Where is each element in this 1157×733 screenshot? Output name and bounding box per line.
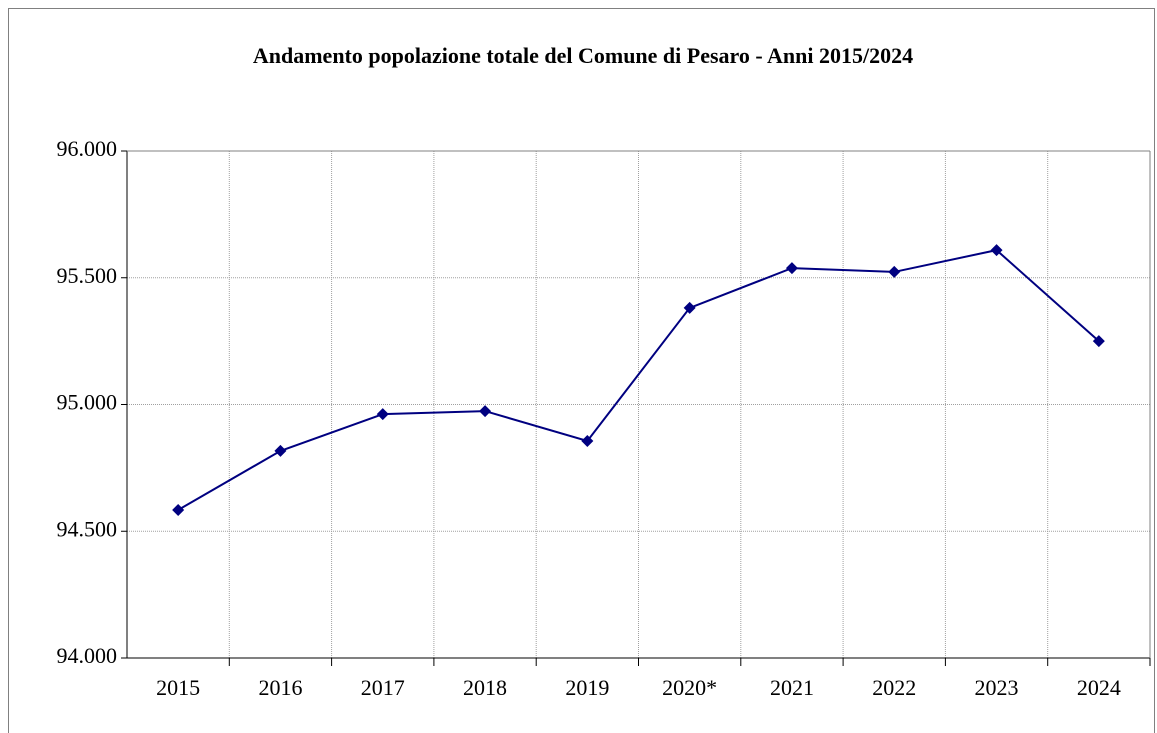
y-tick-label: 94.000 (57, 643, 118, 668)
marker (581, 435, 594, 448)
x-tick-label: 2015 (156, 675, 200, 700)
marker (376, 408, 389, 421)
y-tick-label: 96.000 (57, 136, 118, 161)
y-tick-label: 95.000 (57, 390, 118, 415)
marker (479, 405, 492, 418)
x-tick-label: 2019 (565, 675, 609, 700)
line (177, 249, 1100, 511)
x-tick-label: 2023 (975, 675, 1019, 700)
x-tick-label: 2017 (361, 675, 405, 700)
marker (1092, 335, 1105, 348)
marker (683, 301, 696, 314)
y-tick-label: 95.500 (57, 263, 118, 288)
marker (888, 265, 901, 278)
chart-title: Andamento popolazione totale del Comune … (253, 43, 913, 68)
marker (172, 503, 185, 516)
marker (274, 444, 287, 457)
marker (990, 244, 1003, 257)
marker (785, 262, 798, 275)
x-tick-label: 2018 (463, 675, 507, 700)
x-tick-label: 2020* (662, 675, 717, 700)
x-tick-label: 2022 (872, 675, 916, 700)
x-tick-label: 2021 (770, 675, 814, 700)
x-tick-label: 2016 (258, 675, 302, 700)
chart-frame (8, 8, 1155, 733)
x-tick-label: 2024 (1077, 675, 1121, 700)
y-tick-label: 94.500 (57, 516, 118, 541)
